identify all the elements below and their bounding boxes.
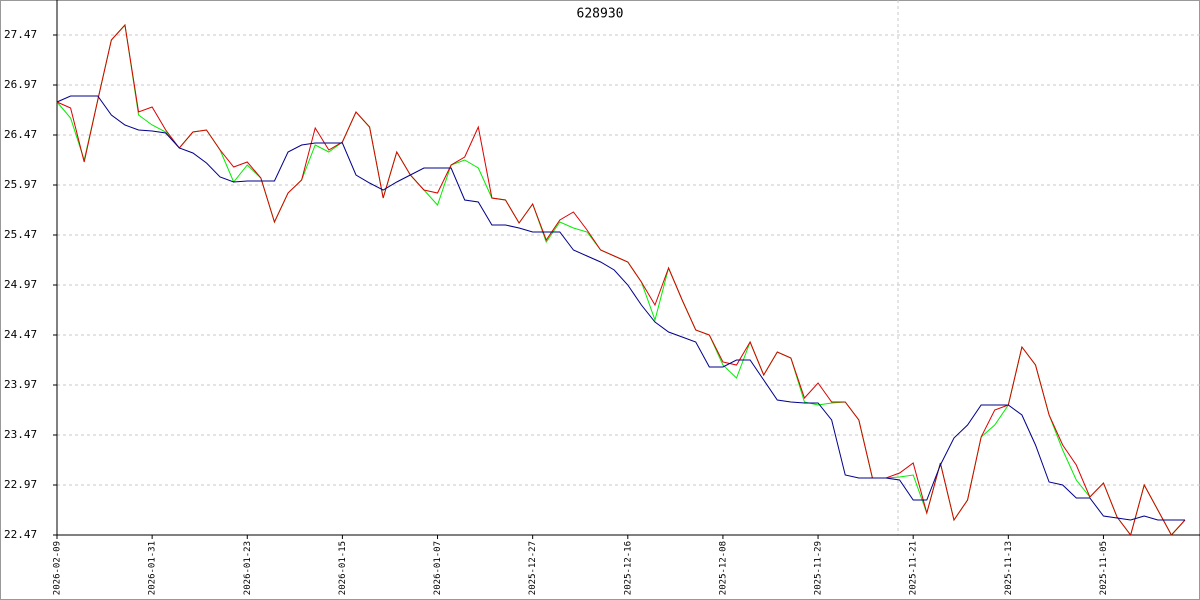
y-tick-label: 22.97 bbox=[4, 478, 37, 491]
x-tick-label: 2025-11-29 bbox=[814, 541, 824, 595]
y-tick-label: 22.47 bbox=[4, 528, 37, 541]
x-tick-label: 2026-01-07 bbox=[433, 541, 443, 595]
y-tick-label: 25.97 bbox=[4, 178, 37, 191]
y-tick-label: 23.97 bbox=[4, 378, 37, 391]
x-tick-label: 2025-12-16 bbox=[623, 541, 633, 595]
plot: 22.47 22.97 23.47 23.97 24.47 24.97 25.47 25.97… bbox=[4, 0, 1200, 595]
y-tick-label: 25.47 bbox=[4, 228, 37, 241]
x-tick-label: 2025-11-13 bbox=[1004, 541, 1014, 595]
series-line bbox=[56, 23, 1186, 537]
x-tick-label: 2025-12-27 bbox=[528, 541, 538, 595]
chart-title: 628930 bbox=[577, 7, 624, 22]
y-tick-label: 23.47 bbox=[4, 428, 37, 441]
series-line bbox=[56, 95, 1185, 521]
x-tick-label: 2026-01-23 bbox=[243, 541, 253, 595]
y-tick-label: 27.47 bbox=[4, 28, 37, 41]
x-tick-label: 2025-11-21 bbox=[909, 541, 919, 595]
y-tick-label: 26.97 bbox=[4, 78, 37, 91]
x-tick-label: 2026-01-31 bbox=[148, 541, 158, 595]
x-tick-label: 2025-12-08 bbox=[718, 541, 728, 595]
x-tick-label: 2025-11-05 bbox=[1099, 541, 1109, 595]
y-tick-label: 24.97 bbox=[4, 278, 37, 291]
y-tick-label: 24.47 bbox=[4, 328, 37, 341]
x-tick-label: 2026-02-09 bbox=[53, 541, 63, 595]
y-tick-label: 26.47 bbox=[4, 128, 37, 141]
x-tick-label: 2026-01-15 bbox=[338, 541, 348, 595]
